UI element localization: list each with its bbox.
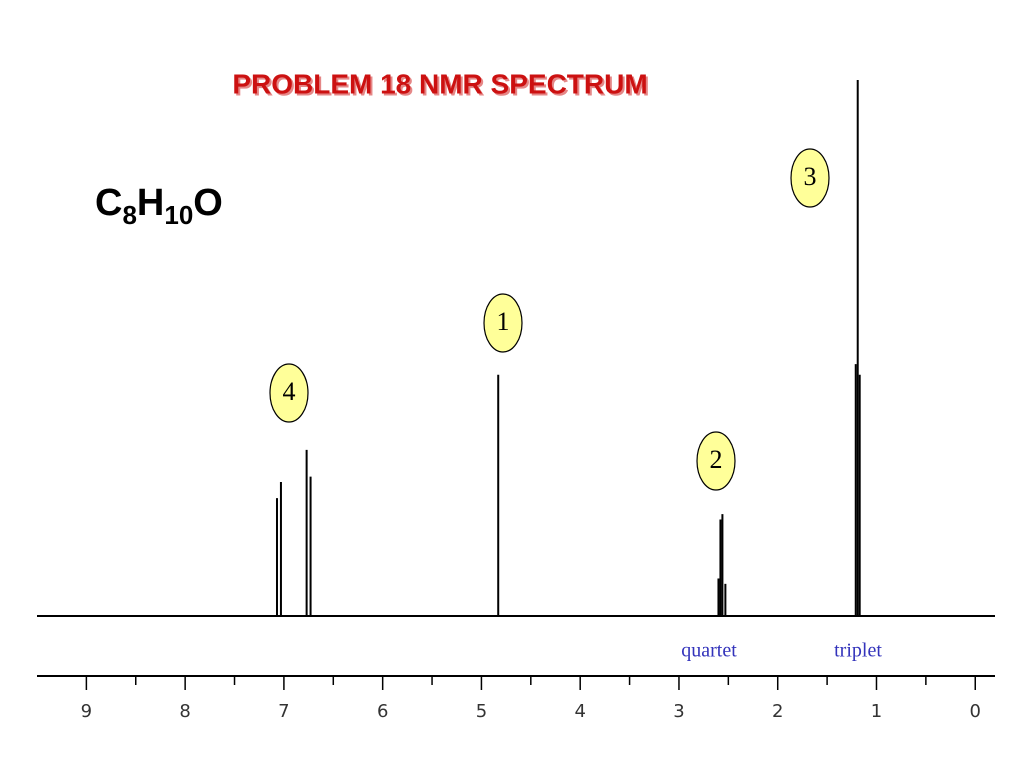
x-tick-label: 5	[476, 701, 487, 722]
x-tick-label: 4	[574, 701, 585, 722]
x-tick-label: 8	[179, 701, 190, 722]
x-tick-label: 7	[278, 701, 289, 722]
peak-label-badge	[483, 293, 523, 353]
peak-label: 3	[804, 162, 817, 191]
multiplicity-label: triplet	[834, 640, 882, 662]
peak-label-badge	[269, 363, 309, 423]
chart-title: PROBLEM 18 NMR SPECTRUM	[232, 68, 647, 99]
x-tick-label: 3	[673, 701, 684, 722]
formula-part: H	[137, 182, 164, 224]
peak-label: 4	[283, 377, 296, 406]
x-tick-label: 6	[377, 701, 388, 722]
formula-part: C	[95, 182, 122, 224]
multiplicity-label: quartet	[681, 640, 737, 662]
peak-label-badge	[696, 431, 736, 491]
formula: C8H10O	[95, 182, 223, 230]
x-tick-label: 9	[81, 701, 92, 722]
formula-part: O	[193, 182, 223, 224]
title-shadow: PROBLEM 18 NMR SPECTRUM	[234, 70, 649, 101]
peak-label-badge	[790, 148, 830, 208]
x-tick-label: 0	[970, 701, 981, 722]
peak-label: 2	[710, 445, 723, 474]
x-tick-label: 2	[772, 701, 783, 722]
x-tick-label: 1	[871, 701, 882, 722]
formula-subscript: 8	[122, 200, 136, 230]
formula-subscript: 10	[164, 200, 193, 230]
peak-label: 1	[497, 307, 510, 336]
